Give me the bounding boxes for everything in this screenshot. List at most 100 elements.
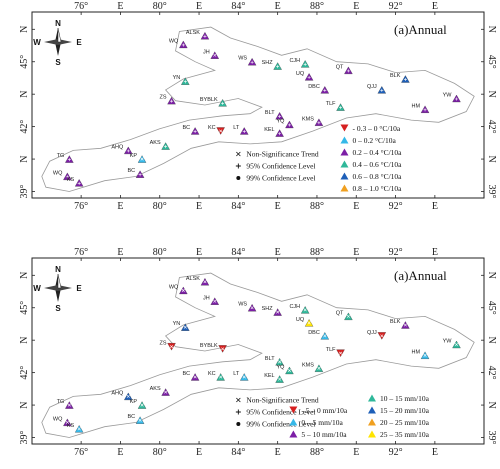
lon-label-top: E — [275, 1, 281, 12]
station-label: AHQ — [111, 390, 124, 396]
confidence-95-icon — [164, 145, 168, 149]
station-label: AKS — [150, 140, 161, 146]
station-marker: KP — [130, 153, 147, 163]
panel-precipitation-map: 76° 76° E E 80° 80° E E 84° 84° E E 88° 88° E E 92° 92° E E… — [19, 247, 497, 458]
lon-label-top: E — [275, 247, 281, 258]
station-marker: LT — [233, 125, 249, 135]
lat-label-left: 45° — [19, 55, 30, 69]
station-label: TLF — [326, 101, 336, 107]
station-label: QT — [336, 64, 344, 70]
station-label: SHZ — [262, 60, 274, 66]
lat-label-right: 42° — [486, 366, 497, 380]
station-marker: KC — [208, 125, 225, 135]
non-significance-icon — [278, 360, 282, 364]
non-significance-icon — [213, 299, 217, 303]
non-significance-icon — [307, 321, 311, 325]
station-marker: KEL — [264, 373, 284, 383]
non-significance-icon — [250, 306, 254, 310]
confidence-95-icon — [454, 97, 458, 101]
legend-triangle-icon — [367, 430, 376, 438]
non-significance-icon — [126, 394, 130, 398]
confidence-95-icon — [423, 108, 427, 112]
station-marker: DBC — [308, 330, 330, 340]
lon-label-top: 92° — [389, 1, 403, 12]
confidence-95-icon — [303, 62, 307, 66]
lon-label-bottom: 84° — [231, 447, 245, 458]
station-label: AHQ — [111, 144, 124, 150]
compass-s: S — [55, 304, 61, 313]
trend-legend-label: 0 – 5 mm/10a — [301, 418, 343, 427]
lon-label-top: E — [432, 247, 438, 258]
station-label: BC — [127, 414, 135, 420]
station-marker: QJJ — [367, 84, 387, 94]
legend-triangle-icon — [289, 418, 298, 426]
compass-w: W — [33, 38, 41, 47]
station-label: HM — [411, 349, 420, 355]
confidence-95-icon — [193, 129, 197, 133]
station-marker: BLT — [265, 356, 284, 366]
significance-legend: Non-Significance Trend 95% Confidence Lev… — [235, 396, 319, 429]
trend-legend-label: 25 – 35 mm/10a — [380, 430, 430, 439]
compass-e: E — [76, 38, 82, 47]
lon-label-top: E — [117, 1, 123, 12]
confidence-95-icon — [323, 88, 327, 92]
confidence-95-icon — [403, 78, 407, 82]
non-significance-icon — [138, 418, 142, 422]
station-label: KP — [130, 399, 138, 405]
station-marker: TG — [57, 153, 74, 163]
lat-label-left: N — [19, 337, 30, 344]
legend-triangle-icon — [340, 148, 349, 156]
station-label: LT — [233, 125, 240, 131]
lat-label-right: 45° — [486, 301, 497, 315]
confidence-95-icon — [242, 129, 246, 133]
station-marker: WQ — [169, 38, 188, 49]
station-label: KEL — [264, 373, 274, 379]
station-label: BC — [182, 125, 190, 131]
station-marker: CJH — [289, 58, 310, 68]
station-marker: YN — [173, 321, 190, 331]
lon-label-bottom: E — [275, 447, 281, 458]
lon-label-bottom: E — [196, 447, 202, 458]
station-marker: AKS — [150, 386, 170, 396]
confidence-95-icon — [126, 149, 130, 153]
station-label: ZS — [159, 95, 166, 101]
non-significance-icon — [454, 342, 458, 347]
region-outline — [41, 272, 475, 438]
significance-legend: Non-Significance Trend 95% Confidence Lev… — [235, 150, 319, 183]
lon-label-bottom: 76° — [74, 201, 88, 212]
non-significance-icon — [170, 345, 174, 349]
lon-label-bottom: E — [432, 201, 438, 212]
station-label: ALSK — [186, 276, 200, 282]
station-label: LT — [233, 371, 240, 377]
significance-legend-label: 99% Confidence Level — [246, 420, 315, 429]
confidence-95-icon — [307, 75, 311, 79]
trend-legend-label: 10 – 15 mm/10a — [380, 394, 430, 403]
confidence-95-icon — [317, 121, 321, 125]
station-label: TLF — [326, 347, 336, 353]
non-significance-icon — [287, 368, 291, 372]
non-significance-icon — [339, 351, 343, 355]
legend-triangle-icon — [367, 406, 376, 414]
station-marker: TG — [57, 399, 74, 409]
trend-legend: - 5 – 0 mm/10a 0 – 5 mm/10a 5 – 10 mm/10a 1… — [289, 394, 430, 439]
compass-n: N — [55, 265, 61, 274]
station-marker: KS — [67, 177, 84, 187]
station-marker: QT — [336, 64, 353, 75]
lon-label-top: 84° — [231, 247, 245, 258]
map-frame — [31, 11, 485, 199]
lon-label-top: 76° — [74, 247, 88, 258]
non-significance-icon — [181, 288, 185, 292]
station-marker: WQ — [53, 170, 72, 181]
lon-label-top: E — [353, 1, 359, 12]
station-label: JH — [203, 49, 210, 55]
station-label: YW — [443, 93, 453, 99]
non-significance-icon — [403, 323, 407, 327]
lat-label-left: 39° — [19, 431, 30, 445]
station-marker: HM — [411, 103, 430, 113]
significance-legend-label: 95% Confidence Level — [246, 408, 315, 417]
non-significance-icon — [346, 314, 350, 318]
lat-label-right: N — [486, 337, 497, 344]
legend-triangle-icon — [340, 124, 349, 132]
confidence-95-icon — [170, 99, 174, 103]
lat-label-right: 39° — [486, 185, 497, 199]
